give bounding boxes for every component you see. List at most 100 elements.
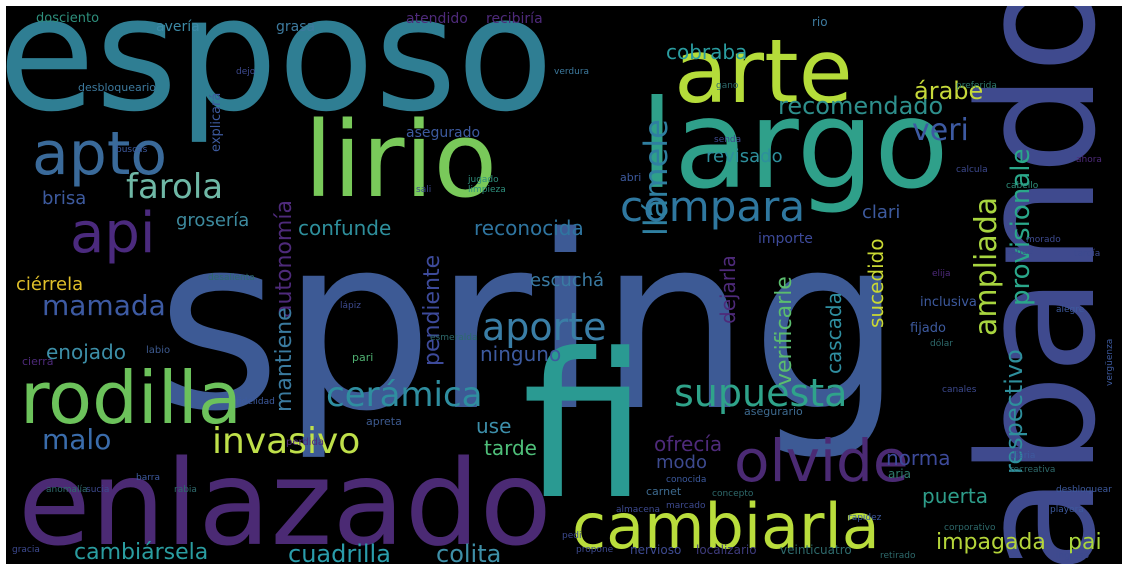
word-puerta: puerta — [922, 486, 988, 506]
word-ofrecia: ofrecía — [654, 434, 722, 454]
word-norma: norma — [886, 448, 951, 468]
word-barra: barra — [136, 474, 160, 483]
word-fidelidad: fidelidad — [236, 398, 275, 407]
word-almacena: almacena — [616, 506, 660, 515]
word-rabia: rabia — [174, 486, 197, 495]
word-ingreso: ingreso — [1056, 552, 1089, 561]
word-diaria: diaria — [1010, 452, 1035, 461]
word-playera: playera — [1050, 506, 1084, 515]
word-brisa: brisa — [42, 190, 86, 208]
word-recibiria: recibiría — [486, 12, 543, 26]
word-sali: sali — [416, 186, 431, 195]
word-use: use — [476, 416, 511, 436]
word-cabello: cabello — [1006, 182, 1038, 191]
word-colita: colita — [436, 542, 501, 564]
word-abri: abri — [620, 172, 641, 183]
word-dosciento: dosciento — [36, 12, 99, 25]
word-tarde: tarde — [484, 438, 537, 458]
word-rapidez: rapidez — [848, 514, 881, 523]
word-lapiz: lápiz — [340, 302, 361, 311]
word-explicara: explicará — [210, 93, 223, 152]
word-marcado: marcado — [666, 502, 705, 511]
word-verguenza: vergüenza — [1106, 339, 1115, 386]
word-averia: avería — [156, 20, 200, 34]
word-ninguno: ninguno — [480, 344, 561, 364]
word-mantiene: mantiene — [274, 307, 296, 412]
word-lirio: lirio — [304, 108, 497, 212]
word-localizario: localizario — [696, 544, 757, 556]
word-api: api — [70, 206, 155, 262]
word-morado: morado — [1026, 236, 1061, 245]
word-veinticuatro: veinticuatro — [780, 544, 852, 556]
word-aria: aria — [888, 468, 911, 480]
word-cuadrilla: cuadrilla — [288, 542, 391, 564]
word-grasa: grasa — [276, 20, 315, 34]
word-desbloquear: desbloquear — [1056, 486, 1112, 495]
word-olvide: olvide — [734, 432, 909, 490]
word-elija: elija — [932, 270, 951, 279]
word-labio: labio — [146, 346, 170, 356]
word-malo: malo — [42, 426, 111, 454]
word-cascada: cascada — [824, 292, 844, 374]
word-gracia: gracia — [12, 546, 40, 555]
word-desbloqueario: desbloqueario — [78, 82, 156, 93]
word-asegurario: asegurario — [744, 406, 803, 417]
word-carnet: carnet — [646, 486, 681, 497]
word-conocida: conocida — [666, 476, 706, 485]
word-confunde: confunde — [298, 218, 391, 238]
word-propone: propone — [576, 546, 613, 555]
word-desalienta: desalienta — [208, 274, 255, 283]
word-cierra: cierra — [22, 356, 53, 367]
word-perdida: perdida — [286, 438, 324, 448]
word-llamele: llámele — [640, 119, 672, 236]
word-pendiente: pendiente — [422, 255, 444, 366]
word-canales: canales — [942, 386, 976, 395]
word-ceramica: cerámica — [326, 378, 483, 412]
word-retirado: retirado — [880, 552, 916, 561]
word-calcula: calcula — [956, 166, 988, 175]
word-jugado: jugado — [468, 176, 499, 185]
word-pari: pari — [352, 352, 373, 363]
word-aporte: aporte — [482, 308, 607, 346]
word-importe: importe — [758, 232, 813, 246]
word-recreativa: recreativa — [1010, 466, 1055, 475]
word-ampliada: ampliada — [972, 197, 1002, 336]
word-inclusiva: inclusiva — [920, 296, 977, 309]
word-impagada: impagada — [936, 532, 1046, 554]
word-mamada: mamada — [42, 292, 166, 320]
word-sucedido: sucedido — [866, 238, 886, 328]
word-verdura: verdura — [554, 68, 589, 77]
word-veri: veri — [912, 116, 969, 146]
word-apreta: apreta — [366, 416, 402, 427]
word-nervioso: nervioso — [630, 544, 681, 556]
word-fijado: fijado — [910, 322, 946, 335]
word-groseria: grosería — [176, 212, 249, 230]
word-tardia: tardía — [1074, 250, 1100, 259]
word-buscas: buscas — [116, 146, 147, 155]
word-sucia: sucia — [86, 486, 109, 495]
word-senda: senda — [714, 136, 741, 145]
word-autonomia: autonomía — [274, 200, 296, 318]
word-cambiarsela: cambiársela — [74, 542, 208, 564]
word-verificarle: verificarle — [774, 276, 796, 386]
word-pedi: pedi — [562, 532, 581, 541]
word-alegre: alegre — [1056, 306, 1084, 315]
word-cobraba: cobraba — [666, 42, 747, 62]
word-revisado: revisado — [706, 148, 783, 166]
word-gano: gano — [716, 82, 738, 91]
word-cierrela: ciérrela — [16, 276, 83, 294]
word-cloud: spring esposo abandone fi enlazado lirio… — [6, 6, 1122, 564]
word-ahora: ahora — [1076, 156, 1102, 165]
word-corporativo: corporativo — [944, 524, 995, 533]
word-limpieza: limpieza — [468, 186, 506, 195]
word-asegurado: asegurado — [406, 126, 480, 140]
word-dejo: dejo — [236, 68, 255, 77]
word-atendido: atendido — [406, 12, 468, 26]
word-escucha: escuchá — [530, 272, 604, 290]
word-enojado: enojado — [46, 342, 126, 362]
word-rio: rio — [812, 16, 828, 28]
word-farola: farola — [126, 170, 223, 204]
word-concepto: concepto — [712, 490, 753, 499]
word-esmeralda: esmeralda — [430, 334, 477, 343]
word-preferida: preferida — [956, 82, 997, 91]
